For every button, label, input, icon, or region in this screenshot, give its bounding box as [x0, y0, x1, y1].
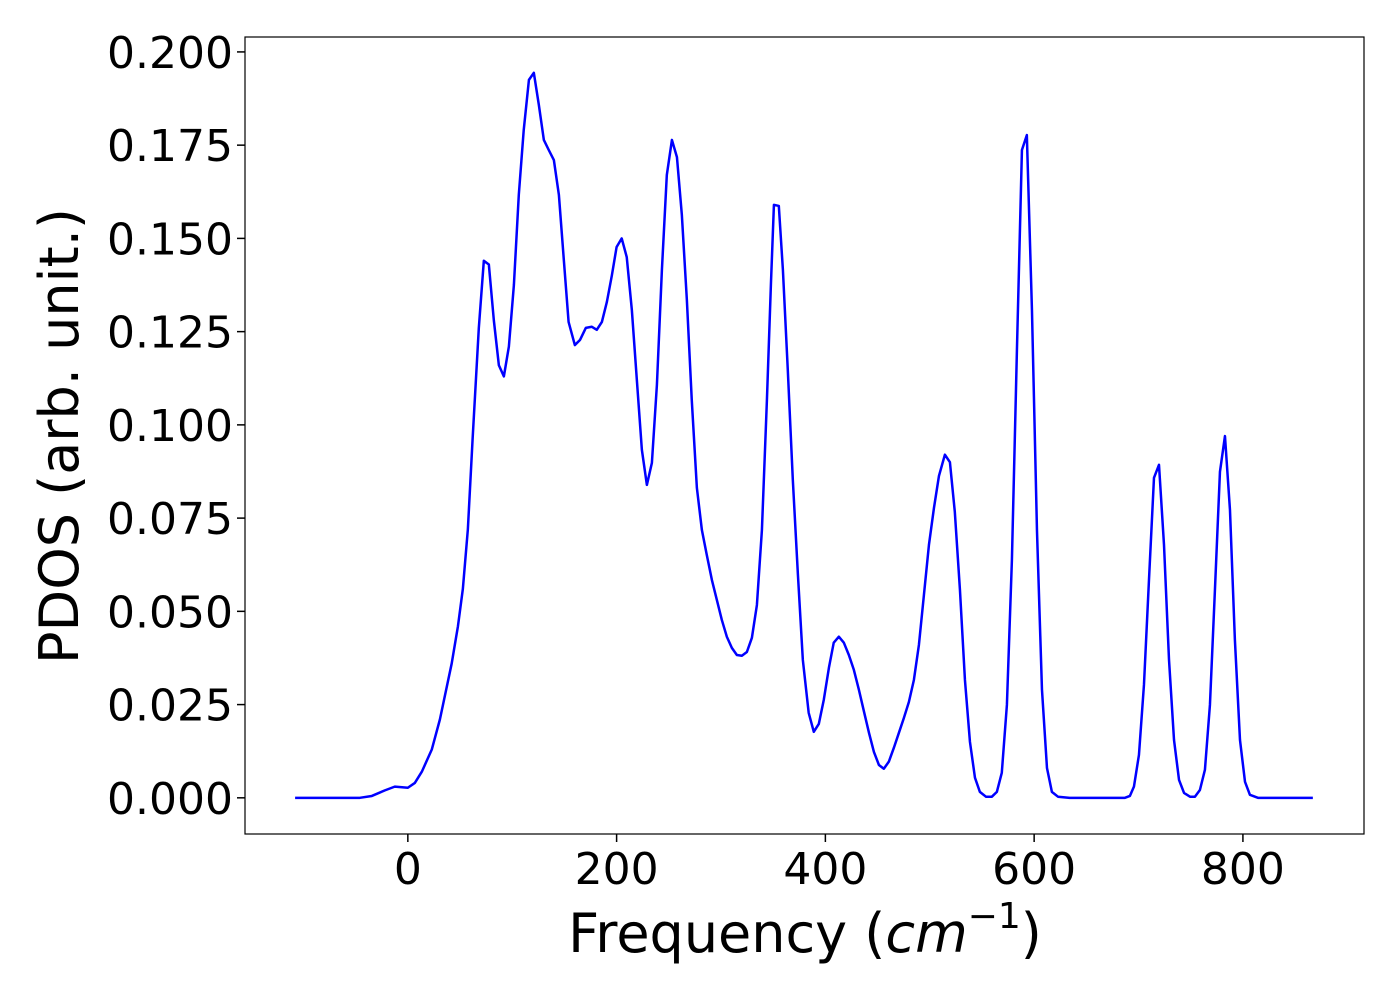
x-tick-label: 200 [575, 844, 659, 895]
y-axis-label: PDOS (arb. unit.) [28, 208, 91, 664]
pdos-line [295, 71, 1313, 800]
y-tick-label: 0.150 [107, 214, 233, 265]
plot-frame [244, 36, 1365, 835]
x-label-unit: cm [885, 902, 967, 965]
y-tick-label: 0.050 [107, 587, 233, 638]
x-tick-label: 400 [783, 844, 867, 895]
y-tick-label: 0.125 [107, 308, 233, 359]
x-tick-label: 800 [1201, 844, 1285, 895]
x-label-close: ) [1021, 902, 1042, 965]
y-tick-label: 0.175 [107, 121, 233, 172]
y-tick-label: 0.075 [107, 494, 233, 545]
x-tick-label: 0 [394, 844, 422, 895]
y-tick-label: 0.000 [107, 774, 233, 825]
y-tick-label: 0.025 [107, 681, 233, 732]
x-axis-label: Frequency (cm−1) [568, 896, 1042, 965]
x-label-exponent: −1 [968, 896, 1021, 937]
x-label-text: Frequency ( [568, 902, 885, 965]
x-tick-label: 600 [992, 844, 1076, 895]
y-tick-label: 0.200 [107, 28, 233, 79]
y-tick-label: 0.100 [107, 401, 233, 452]
